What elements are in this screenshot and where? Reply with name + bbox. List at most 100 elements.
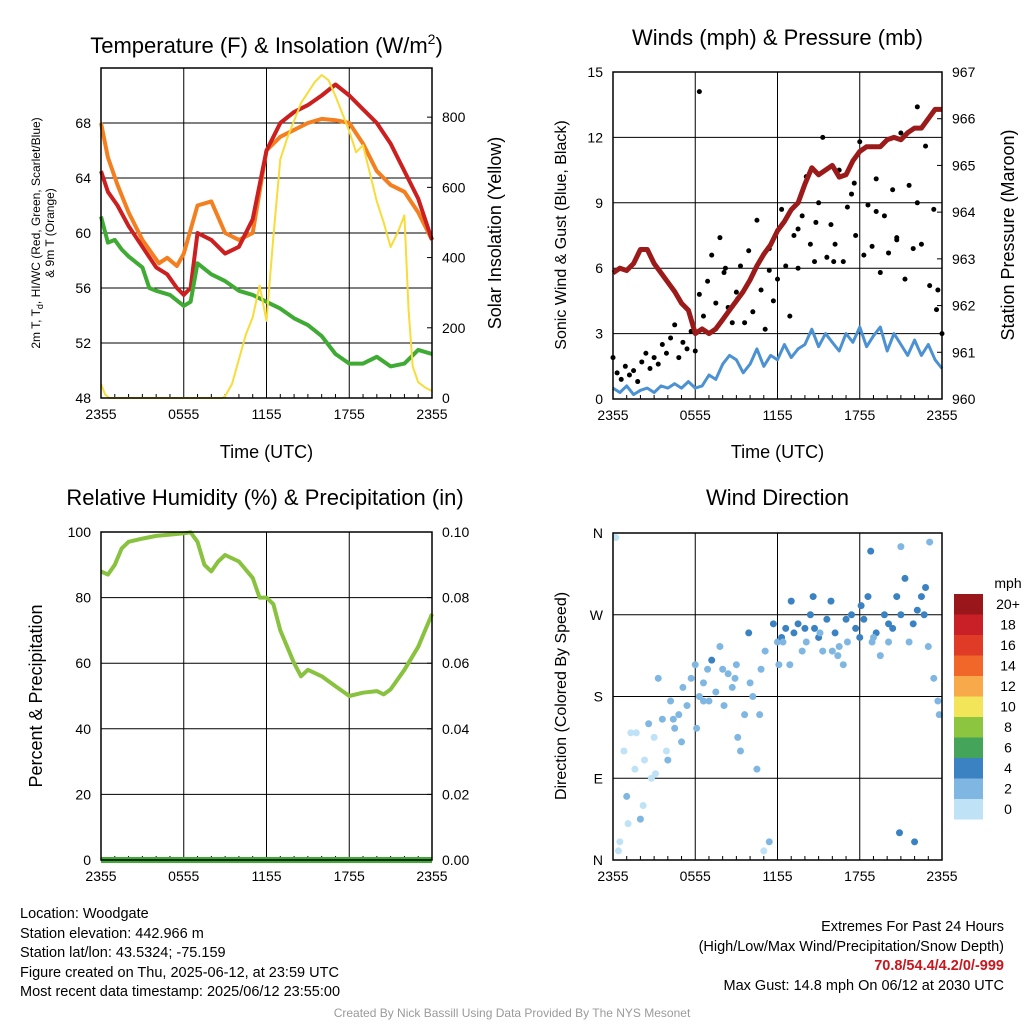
direction-point: [724, 670, 732, 678]
gust-point: [869, 243, 875, 249]
wind-y2-tick-label: 961: [952, 344, 976, 360]
gust-point: [663, 350, 669, 356]
direction-point: [745, 629, 753, 637]
wind-x-tick-label: 1155: [762, 407, 792, 423]
temp-ylabel-tail: , HI/WC (Red, Green, Scarlet/Blue): [29, 117, 43, 304]
rh-y2-tick-label: 0.00: [442, 852, 469, 868]
gust-point: [795, 265, 801, 271]
extremes-values: 70.8/54.4/4.2/0/-999: [874, 958, 1004, 974]
direction-point: [699, 697, 707, 705]
temp-x-tick-label: 1155: [251, 406, 281, 422]
direction-point: [695, 693, 703, 700]
wind-y2-tick-label: 965: [952, 157, 976, 173]
gust-point: [832, 241, 838, 247]
direction-point: [935, 711, 943, 719]
direction-point: [857, 602, 865, 610]
wind-speed-line: [612, 325, 944, 397]
wind-y-tick-label: 6: [595, 260, 603, 276]
gust-point: [910, 246, 916, 252]
rh-y2-tick-label: 0.10: [442, 524, 469, 540]
direction-point: [616, 838, 624, 846]
temp-y-tick-label: 60: [75, 225, 91, 241]
pressure-line: [611, 106, 942, 337]
rh-x-tick-label: 2355: [416, 868, 447, 884]
direction-point: [669, 715, 677, 723]
max-gust-text: Max Gust: 14.8 mph On 06/12 at 2030 UTC: [723, 977, 1004, 994]
temp-x-tick-label: 2355: [416, 406, 447, 422]
dir-x-tick-label: 0555: [680, 868, 711, 884]
gust-point: [722, 265, 728, 271]
gust-point: [668, 335, 674, 341]
gust-point: [918, 241, 924, 247]
direction-point: [827, 597, 835, 605]
direction-point: [769, 620, 777, 628]
legend-swatch: [954, 778, 983, 799]
wind-frame: [612, 71, 943, 400]
direction-point: [627, 729, 635, 737]
temp-series-line: [99, 215, 433, 369]
direction-point: [880, 611, 888, 619]
gust-point: [705, 278, 711, 284]
dir-y-tick-label: E: [594, 770, 603, 786]
legend-swatch: [954, 635, 983, 656]
temp-y2-tick-label: 800: [442, 109, 466, 125]
gust-point: [614, 370, 620, 376]
temp-y-tick-label: 64: [75, 170, 91, 186]
gust-point: [890, 187, 896, 193]
temp-ylabel-sub: d: [35, 304, 45, 309]
direction-point: [704, 665, 712, 673]
gust-point: [635, 379, 641, 385]
direction-point: [885, 620, 893, 628]
direction-point: [650, 733, 658, 741]
direction-point: [664, 756, 672, 764]
rh-x-tick-label: 1155: [251, 868, 281, 884]
legend-title: mph: [994, 575, 1021, 591]
wind-x-tick-label: 2355: [597, 407, 628, 423]
direction-point: [658, 715, 666, 723]
direction-point: [716, 643, 724, 651]
direction-point: [736, 747, 744, 755]
gust-point: [779, 206, 785, 212]
direction-point: [720, 702, 728, 710]
temp-chart-title: Temperature (F) & Insolation (W/m2): [90, 31, 443, 58]
gust-point: [762, 326, 768, 332]
rh-y-tick-label: 80: [75, 590, 91, 606]
gust-point: [618, 376, 624, 382]
gust-point: [795, 226, 801, 232]
temp-x-tick-label: 2355: [85, 406, 116, 422]
direction-point: [753, 765, 761, 773]
direction-point: [693, 724, 701, 732]
direction-point: [897, 611, 905, 619]
temp-ylabel: 2m T, Td, HI/WC (Red, Green, Scarlet/Blu…: [29, 117, 45, 348]
direction-point: [647, 774, 655, 782]
rh-y2-tick-label: 0.04: [442, 721, 469, 737]
temp-y-tick-label: 56: [75, 280, 91, 296]
direction-point: [757, 665, 765, 673]
gust-point: [824, 254, 830, 260]
dir-chart-title: Wind Direction: [706, 485, 849, 510]
temp-frame: [100, 67, 433, 399]
dir-y-tick-label: N: [593, 852, 603, 868]
direction-point: [699, 679, 707, 687]
direction-point: [860, 615, 868, 623]
direction-point: [917, 593, 925, 601]
direction-point: [823, 615, 831, 623]
gust-point: [902, 276, 908, 282]
wind-y2label: Station Pressure (Maroon): [998, 129, 1018, 340]
gust-point: [935, 287, 941, 293]
dir-frame: [612, 532, 943, 861]
wind-y-tick-label: 3: [595, 326, 603, 342]
rh-line: [100, 530, 434, 698]
temp-xlabel: Time (UTC): [220, 442, 313, 462]
direction-point: [831, 629, 839, 637]
gust-point: [865, 202, 871, 208]
direction-point: [867, 547, 875, 555]
gust-point: [676, 355, 682, 361]
direction-point: [896, 829, 904, 837]
direction-point: [901, 574, 909, 582]
created-text: Figure created on Thu, 2025-06-12, at 23…: [20, 964, 339, 981]
direction-point: [801, 624, 809, 632]
dir-y-tick-label: N: [593, 525, 603, 541]
wind-y2-tick-label: 967: [952, 64, 976, 80]
gust-point: [639, 359, 645, 365]
